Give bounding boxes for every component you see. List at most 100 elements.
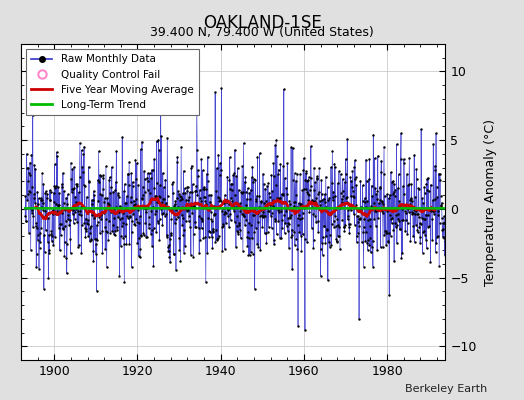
Point — [38, 196, 46, 203]
Point — [377, 158, 386, 164]
Point — [406, 200, 414, 207]
Point — [243, 196, 251, 202]
Point — [237, 211, 246, 217]
Point — [430, 208, 438, 214]
Point — [284, 215, 292, 222]
Point — [206, 204, 214, 210]
Point — [165, 242, 173, 248]
Point — [327, 242, 335, 248]
Point — [228, 198, 237, 204]
Point — [196, 237, 204, 243]
Point — [400, 156, 408, 162]
Point — [260, 230, 269, 237]
Point — [77, 212, 85, 218]
Point — [439, 220, 447, 226]
Point — [402, 203, 411, 210]
Point — [42, 210, 51, 217]
Point — [73, 182, 81, 189]
Point — [338, 217, 346, 223]
Point — [307, 182, 315, 189]
Point — [215, 172, 224, 178]
Point — [326, 210, 334, 216]
Point — [360, 216, 368, 222]
Point — [330, 218, 338, 224]
Point — [172, 195, 181, 202]
Point — [395, 217, 403, 224]
Point — [363, 178, 371, 184]
Point — [427, 181, 435, 188]
Point — [350, 211, 358, 217]
Point — [51, 185, 60, 192]
Point — [339, 193, 347, 200]
Point — [406, 238, 414, 244]
Point — [65, 222, 73, 229]
Point — [348, 184, 356, 190]
Point — [355, 216, 363, 222]
Point — [60, 239, 69, 246]
Point — [160, 202, 169, 208]
Point — [315, 165, 323, 172]
Point — [108, 205, 117, 211]
Point — [264, 228, 272, 235]
Point — [402, 217, 410, 224]
Point — [45, 232, 53, 238]
Point — [281, 220, 289, 226]
Point — [296, 171, 304, 177]
Point — [158, 210, 166, 217]
Point — [199, 235, 208, 242]
Point — [240, 213, 248, 220]
Point — [255, 204, 263, 210]
Point — [436, 193, 445, 199]
Point — [375, 200, 383, 206]
Point — [413, 229, 422, 235]
Point — [233, 222, 241, 229]
Point — [283, 160, 291, 166]
Point — [423, 187, 432, 194]
Point — [373, 247, 381, 253]
Point — [277, 235, 286, 241]
Point — [108, 222, 117, 229]
Point — [226, 186, 234, 192]
Point — [168, 207, 177, 213]
Point — [212, 188, 220, 194]
Point — [401, 228, 409, 234]
Point — [94, 198, 103, 204]
Point — [122, 221, 130, 227]
Point — [62, 195, 70, 201]
Text: 39.400 N, 79.400 W (United States): 39.400 N, 79.400 W (United States) — [150, 26, 374, 39]
Point — [376, 183, 385, 190]
Point — [130, 201, 138, 208]
Point — [383, 191, 391, 197]
Point — [117, 215, 126, 221]
Point — [415, 214, 423, 220]
Point — [306, 187, 314, 193]
Point — [246, 196, 254, 203]
Point — [329, 197, 337, 204]
Point — [27, 247, 35, 253]
Point — [129, 183, 137, 189]
Point — [137, 196, 146, 202]
Point — [343, 194, 351, 201]
Point — [394, 185, 402, 191]
Point — [141, 219, 150, 226]
Point — [66, 216, 74, 223]
Point — [104, 237, 113, 244]
Point — [190, 204, 198, 210]
Point — [82, 215, 90, 222]
Point — [58, 184, 67, 191]
Point — [55, 190, 63, 196]
Point — [189, 254, 198, 260]
Point — [86, 225, 94, 231]
Point — [347, 207, 356, 213]
Point — [91, 213, 100, 219]
Point — [82, 228, 90, 234]
Point — [384, 238, 392, 244]
Point — [75, 174, 84, 180]
Point — [35, 266, 43, 272]
Point — [46, 196, 54, 203]
Point — [161, 212, 169, 219]
Point — [208, 218, 216, 224]
Point — [150, 193, 159, 199]
Point — [322, 204, 330, 210]
Point — [151, 208, 160, 215]
